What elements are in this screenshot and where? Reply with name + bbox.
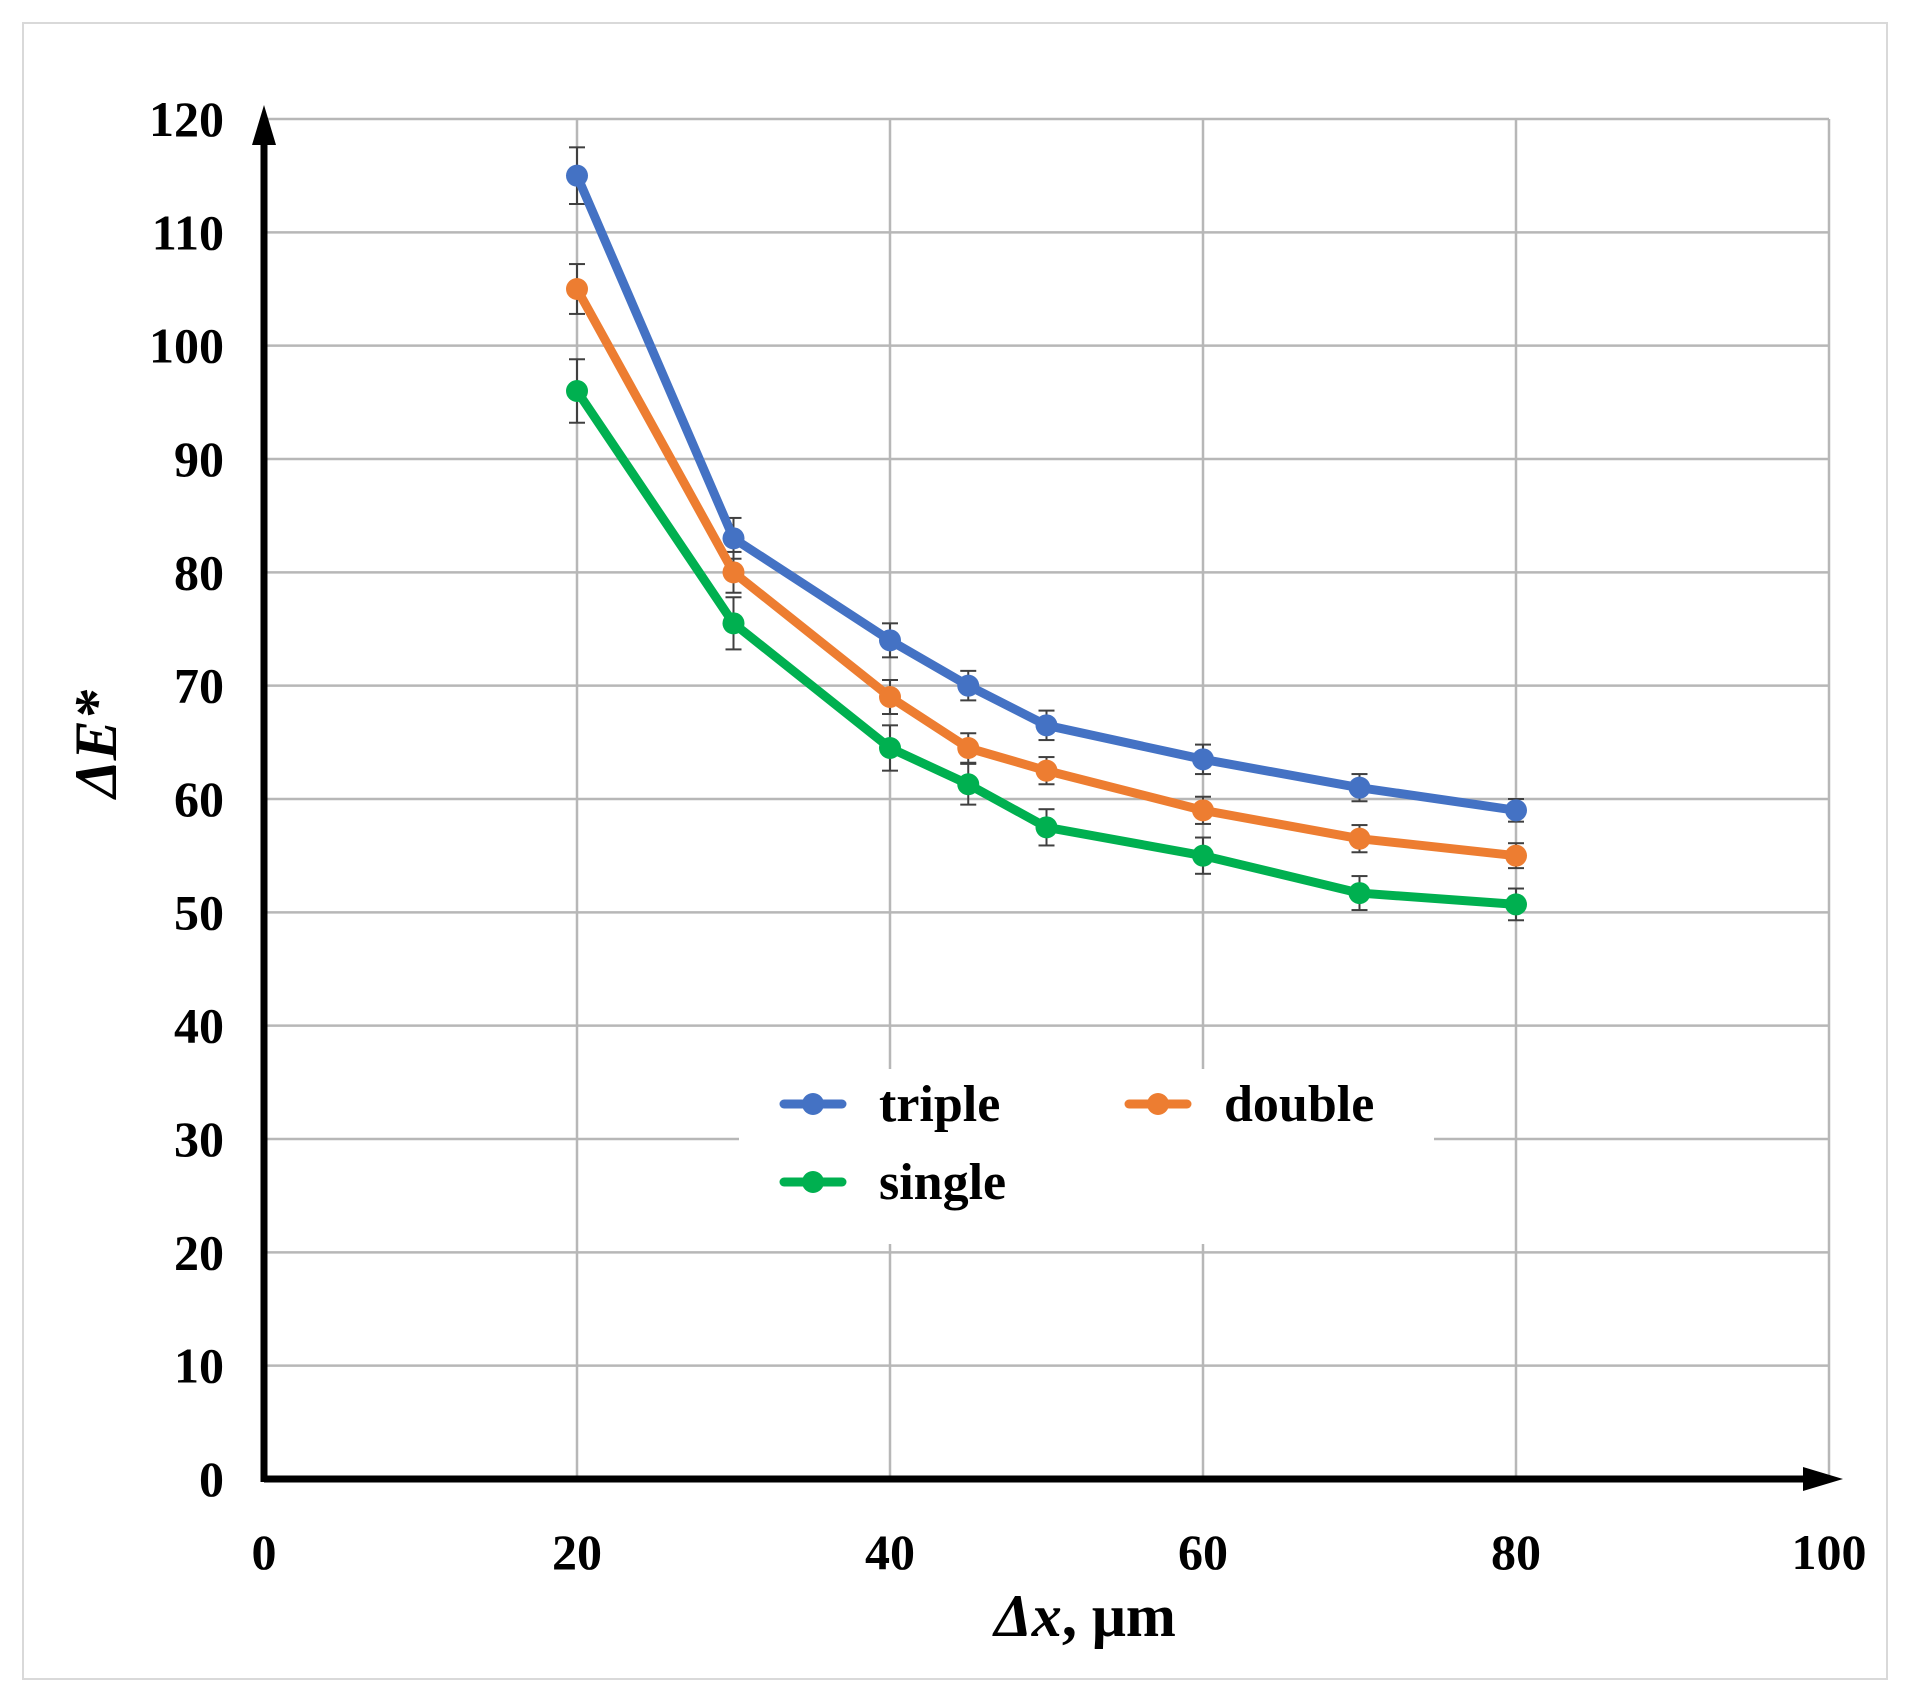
y-axis-title: ΔE* <box>63 689 129 800</box>
data-point-triple-45 <box>957 674 980 697</box>
series-layer <box>566 146 1527 922</box>
y-tick-label-80: 80 <box>174 544 224 600</box>
y-tick-label-90: 90 <box>174 431 224 487</box>
y-tick-label-110: 110 <box>152 204 224 260</box>
x-tick-label-60: 60 <box>1178 1524 1228 1580</box>
x-axis-title-unit: , μm <box>1062 1583 1176 1649</box>
legend-item-triple: triple <box>779 1076 1000 1133</box>
data-point-single-50 <box>1035 816 1058 839</box>
tick-labels: 0 10 20 30 40 50 60 70 80 90 100 110 120 0 20 40 60 80 100 <box>149 91 1867 1580</box>
y-tick-label-30: 30 <box>174 1111 224 1167</box>
data-point-double-45 <box>957 737 980 759</box>
legend-swatch-marker-triple <box>802 1093 824 1115</box>
data-point-double-80 <box>1505 844 1527 867</box>
data-point-single-70 <box>1348 882 1371 905</box>
data-point-single-40 <box>879 737 901 759</box>
data-point-triple-80 <box>1505 799 1527 822</box>
data-point-triple-20 <box>566 164 588 187</box>
series-triple <box>566 146 1527 823</box>
data-point-triple-50 <box>1035 714 1058 737</box>
data-point-double-50 <box>1035 759 1058 782</box>
y-tick-label-0: 0 <box>199 1451 224 1507</box>
data-point-single-60 <box>1192 844 1214 867</box>
legend-swatch-marker-single <box>802 1171 824 1193</box>
data-point-triple-30 <box>722 527 745 550</box>
y-tick-label-70: 70 <box>174 658 224 714</box>
legend-item-single: single <box>779 1154 1006 1211</box>
legend-label-double: double <box>1224 1076 1374 1133</box>
y-tick-label-40: 40 <box>174 998 224 1054</box>
legend-label-single: single <box>879 1154 1006 1211</box>
series-double <box>566 263 1527 870</box>
legend: triple double single <box>739 1069 1434 1244</box>
y-tick-label-100: 100 <box>149 318 224 374</box>
data-point-double-60 <box>1192 799 1214 822</box>
data-point-single-80 <box>1505 893 1527 916</box>
series-line-single <box>572 386 1521 909</box>
x-tick-label-80: 80 <box>1491 1524 1541 1580</box>
y-tick-label-20: 20 <box>174 1224 224 1280</box>
x-tick-label-100: 100 <box>1792 1524 1867 1580</box>
y-axis-arrow <box>252 105 276 145</box>
chart-frame: 0 10 20 30 40 50 60 70 80 90 100 110 120 0 20 40 60 80 100… <box>22 22 1888 1680</box>
x-tick-label-0: 0 <box>252 1524 277 1580</box>
series-line-triple <box>572 171 1521 815</box>
legend-item-double: double <box>1124 1076 1374 1133</box>
y-tick-label-10: 10 <box>174 1338 224 1394</box>
data-point-single-45 <box>957 773 980 796</box>
axes <box>252 105 1843 1491</box>
data-point-single-30 <box>722 612 745 635</box>
series-single <box>566 358 1527 922</box>
data-point-double-40 <box>879 686 901 708</box>
x-tick-label-20: 20 <box>552 1524 602 1580</box>
y-tick-label-50: 50 <box>174 884 224 940</box>
data-point-double-70 <box>1348 827 1371 850</box>
data-point-double-30 <box>722 561 745 584</box>
legend-swatch-marker-double <box>1147 1093 1169 1115</box>
series-line-double <box>572 284 1521 861</box>
line-chart: 0 10 20 30 40 50 60 70 80 90 100 110 120 0 20 40 60 80 100… <box>63 91 1867 1649</box>
data-point-double-20 <box>566 278 588 300</box>
x-axis-title: Δx, μm <box>992 1583 1176 1649</box>
data-point-single-20 <box>566 380 588 402</box>
x-tick-label-40: 40 <box>865 1524 915 1580</box>
y-tick-label-60: 60 <box>174 771 224 827</box>
y-tick-label-120: 120 <box>149 91 224 147</box>
legend-label-triple: triple <box>879 1076 1000 1133</box>
legend-box <box>739 1069 1434 1244</box>
data-point-triple-60 <box>1192 748 1214 771</box>
data-point-triple-40 <box>879 629 901 652</box>
data-point-triple-70 <box>1348 776 1371 799</box>
x-axis-arrow <box>1803 1467 1843 1491</box>
gridlines <box>264 117 1831 1479</box>
x-axis-title-symbol: Δx <box>992 1583 1062 1649</box>
